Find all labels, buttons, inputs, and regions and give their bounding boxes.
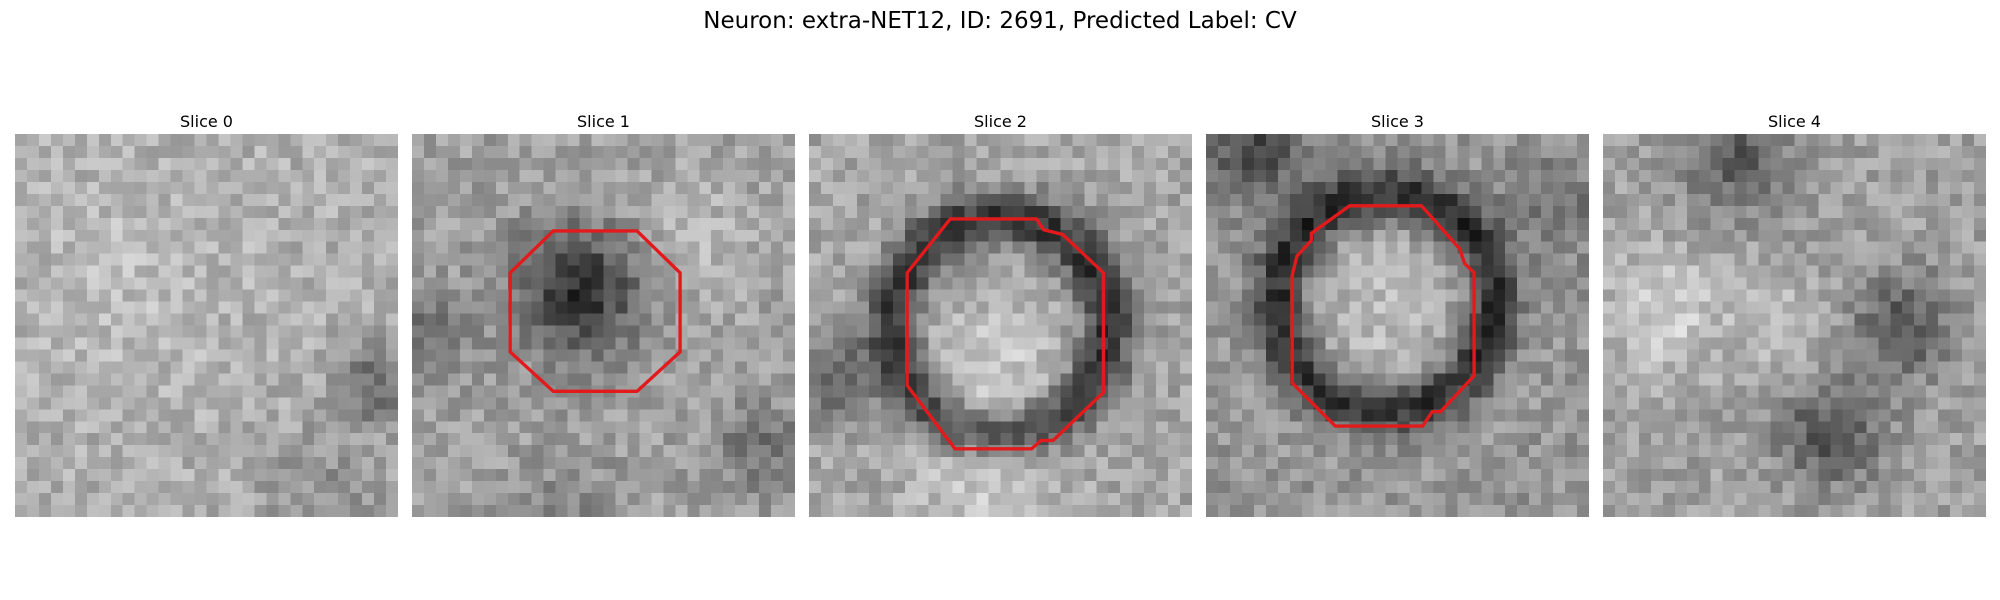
slice-title: Slice 2 xyxy=(974,112,1027,131)
slice-image xyxy=(1206,134,1589,517)
slice-title: Slice 4 xyxy=(1768,112,1821,131)
slice-panel-4: Slice 4 xyxy=(1603,110,1986,517)
slice-image xyxy=(15,134,398,517)
slice-panel-2: Slice 2 xyxy=(809,110,1192,517)
slice-panel-3: Slice 3 xyxy=(1206,110,1589,517)
segmentation-contour xyxy=(508,229,682,394)
slice-title: Slice 3 xyxy=(1371,112,1424,131)
slice-image xyxy=(809,134,1192,517)
segmentation-contour xyxy=(905,217,1106,451)
slice-panel-1: Slice 1 xyxy=(412,110,795,517)
slice-image xyxy=(412,134,795,517)
segmentation-contour xyxy=(1290,204,1476,428)
slice-title: Slice 0 xyxy=(180,112,233,131)
slice-panel-0: Slice 0 xyxy=(15,110,398,517)
figure-title: Neuron: extra-NET12, ID: 2691, Predicted… xyxy=(703,8,1297,34)
slice-title: Slice 1 xyxy=(577,112,630,131)
slice-image xyxy=(1603,134,1986,517)
